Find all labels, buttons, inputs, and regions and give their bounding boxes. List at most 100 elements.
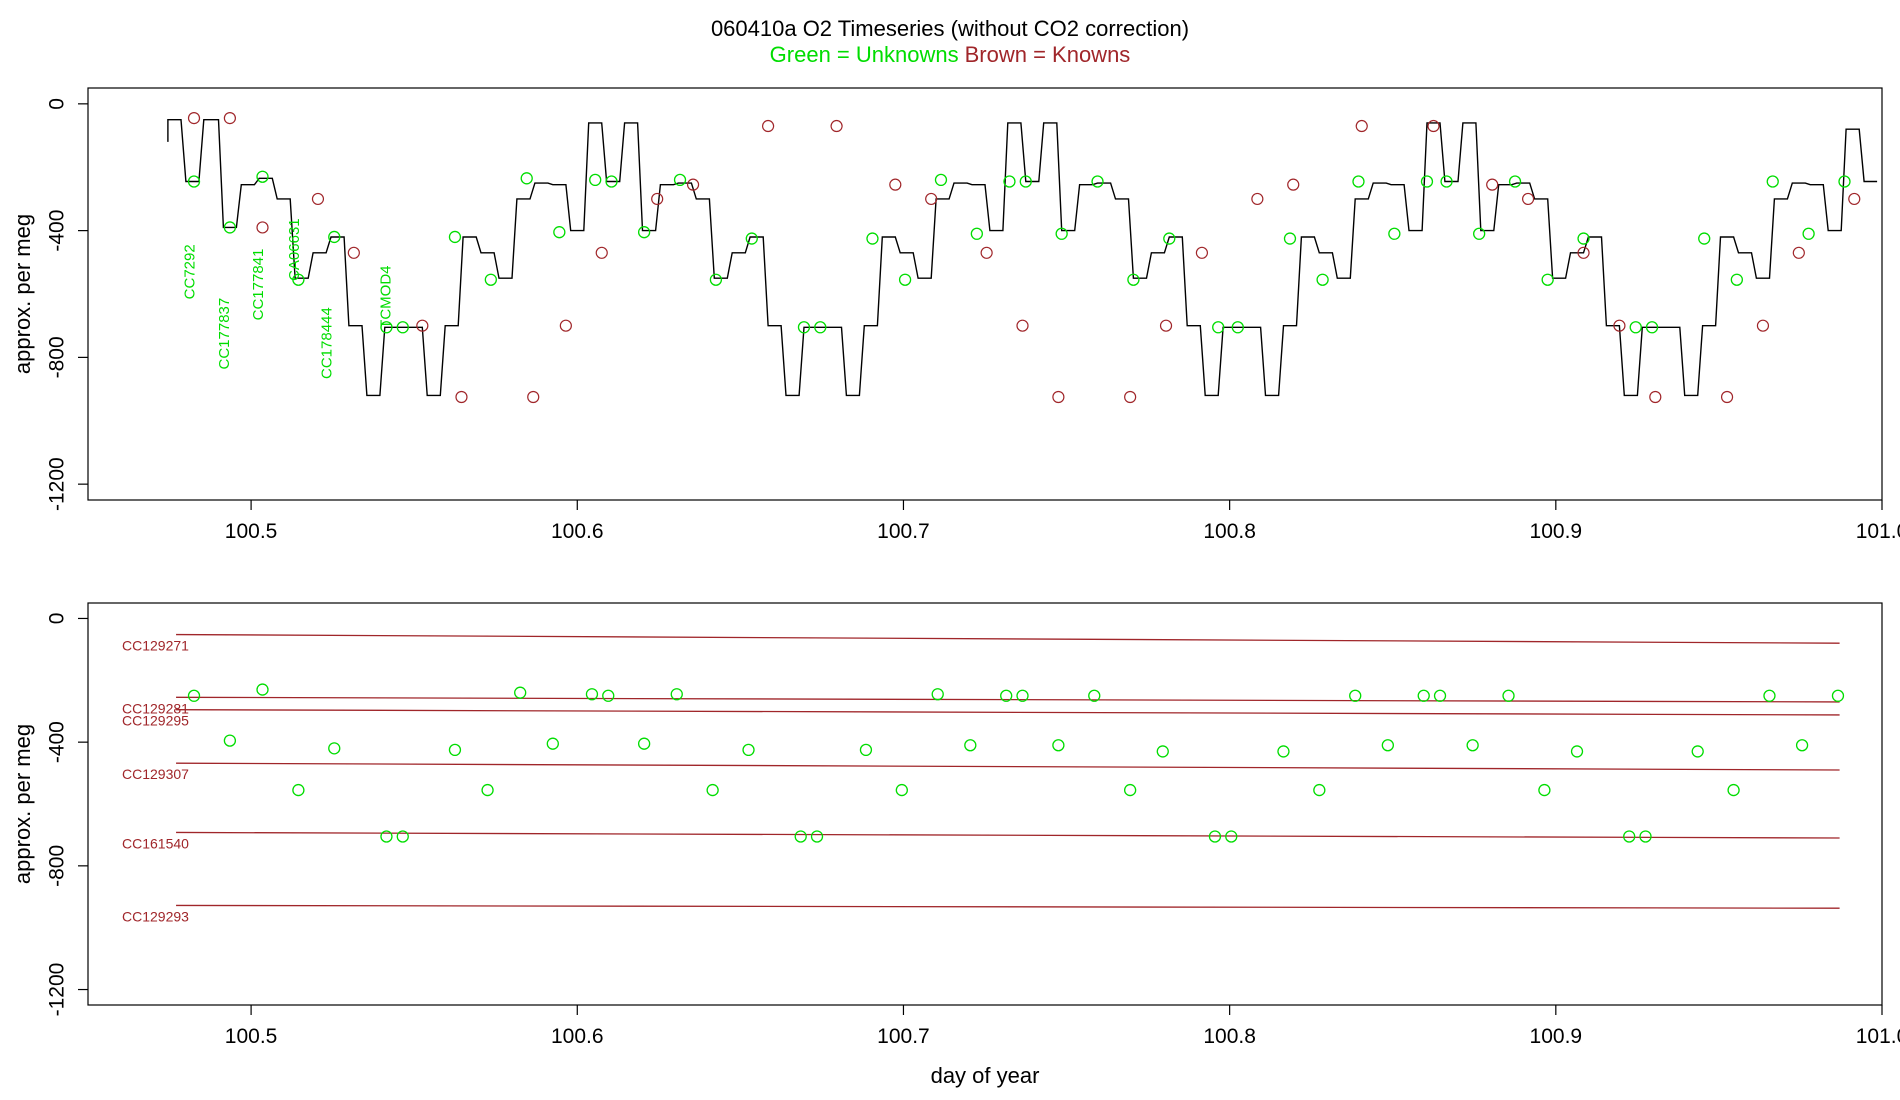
known-point: [455, 390, 468, 404]
x-tick-label: 101.0: [1856, 520, 1900, 543]
unknown-point: [637, 737, 651, 750]
unknown-label: CC178444: [319, 307, 336, 379]
unknown-point: [970, 227, 983, 240]
known-line-label: CC129281: [122, 700, 189, 716]
unknown-point: [1316, 273, 1329, 286]
unknown-point: [292, 783, 305, 797]
known-point: [347, 246, 360, 259]
x-axis-label: day of year: [931, 1063, 1040, 1088]
unknown-point: [589, 173, 602, 187]
plot-frame: [87, 602, 1883, 1006]
unknown-point: [1570, 745, 1584, 758]
unknown-point: [1766, 175, 1779, 188]
known-line: [176, 904, 1840, 909]
x-tick-label: 100.6: [551, 520, 604, 543]
unknown-point: [1727, 783, 1740, 797]
y-tick-label: -1200: [46, 963, 69, 1017]
unknown-point: [1541, 273, 1554, 286]
unknown-point: [1417, 689, 1430, 702]
known-point: [1016, 319, 1029, 332]
unknown-point: [1091, 175, 1104, 188]
unknown-point: [1231, 321, 1244, 334]
known-point: [559, 319, 572, 332]
unknown-point: [1212, 321, 1225, 334]
known-point: [1486, 178, 1499, 191]
unknown-point: [292, 273, 305, 286]
unknown-point: [1088, 689, 1101, 702]
x-tick-label: 100.9: [1530, 1025, 1583, 1048]
unknown-point: [1440, 175, 1453, 188]
unknown-point: [1730, 273, 1743, 286]
unknown-point: [1000, 689, 1013, 702]
unknown-point: [859, 743, 873, 757]
unknown-point: [1473, 227, 1486, 240]
unknown-point: [1381, 739, 1394, 752]
unknown-point: [187, 689, 201, 702]
known-point: [1577, 246, 1590, 259]
unknown-point: [1156, 745, 1169, 758]
known-point: [1355, 119, 1368, 133]
unknown-point: [328, 230, 341, 244]
x-tick-label: 101.0: [1856, 1025, 1900, 1048]
unknown-point: [1052, 739, 1065, 752]
unknown-point: [1508, 175, 1522, 188]
known-point: [1287, 178, 1300, 191]
chart-title: 060410a O2 Timeseries (without CO2 corre…: [711, 16, 1189, 41]
unknown-point: [1838, 175, 1851, 188]
unknown-point: [637, 226, 651, 239]
top-panel: 100.5 100.6 100.7 100.8 100.9 101.0 0 -400 -800 -…: [10, 87, 1900, 543]
y-axis-label: approx. per meg: [10, 724, 35, 884]
known-point: [1124, 390, 1137, 404]
unknown-point: [553, 226, 566, 239]
known-line-label: CC129271: [122, 638, 189, 654]
unknown-point: [814, 321, 827, 334]
unknown-point: [1127, 273, 1140, 286]
unknown-point: [1795, 739, 1809, 752]
plot-frame: [87, 87, 1883, 501]
known-point: [1613, 319, 1626, 332]
unknown-point: [484, 273, 497, 286]
unknown-point: [1629, 321, 1642, 334]
unknown-point: [1645, 321, 1659, 334]
unknown-point: [810, 830, 824, 843]
unknown-label: CA06631: [286, 218, 303, 281]
x-tick-label: 100.8: [1203, 520, 1256, 543]
known-point: [1159, 319, 1173, 332]
unknown-point: [1466, 739, 1479, 752]
x-tick-label: 100.5: [225, 520, 278, 543]
x-tick-label: 100.6: [551, 1025, 604, 1048]
unknown-label: CC177841: [250, 249, 267, 321]
known-point: [1052, 390, 1065, 404]
known-point: [686, 178, 700, 191]
known-line: [176, 633, 1840, 644]
unknown-point: [1019, 175, 1032, 188]
unknown-point: [1283, 232, 1297, 245]
known-point: [1848, 192, 1861, 206]
subtitle-knowns: Brown = Knowns: [965, 42, 1131, 67]
unknown-point: [706, 783, 719, 797]
unknown-point: [585, 688, 599, 701]
known-line-label: CC129295: [122, 713, 189, 729]
known-point: [925, 192, 938, 206]
unknown-point: [605, 175, 618, 188]
unknown-point: [797, 321, 811, 334]
unknown-point: [256, 683, 269, 696]
unknown-point: [396, 321, 409, 334]
unknown-label: CC7292: [182, 244, 199, 299]
y-tick-label: -400: [46, 721, 69, 763]
unknown-point: [602, 689, 615, 702]
unknown-point: [964, 739, 977, 752]
known-point: [595, 246, 608, 259]
unknown-point: [187, 175, 201, 188]
y-tick-label: 0: [46, 613, 69, 625]
unknown-point: [673, 173, 687, 187]
x-tick-label: 100.7: [877, 520, 930, 543]
unknown-point: [1691, 745, 1704, 758]
unknown-point: [709, 273, 723, 286]
y-tick-label: -1200: [46, 457, 69, 511]
chart-subtitle: Green = Unknowns Brown = Knowns: [770, 42, 1131, 67]
unknown-point: [1208, 830, 1222, 843]
unknown-point: [1055, 227, 1068, 240]
y-tick-label: -800: [46, 336, 69, 378]
